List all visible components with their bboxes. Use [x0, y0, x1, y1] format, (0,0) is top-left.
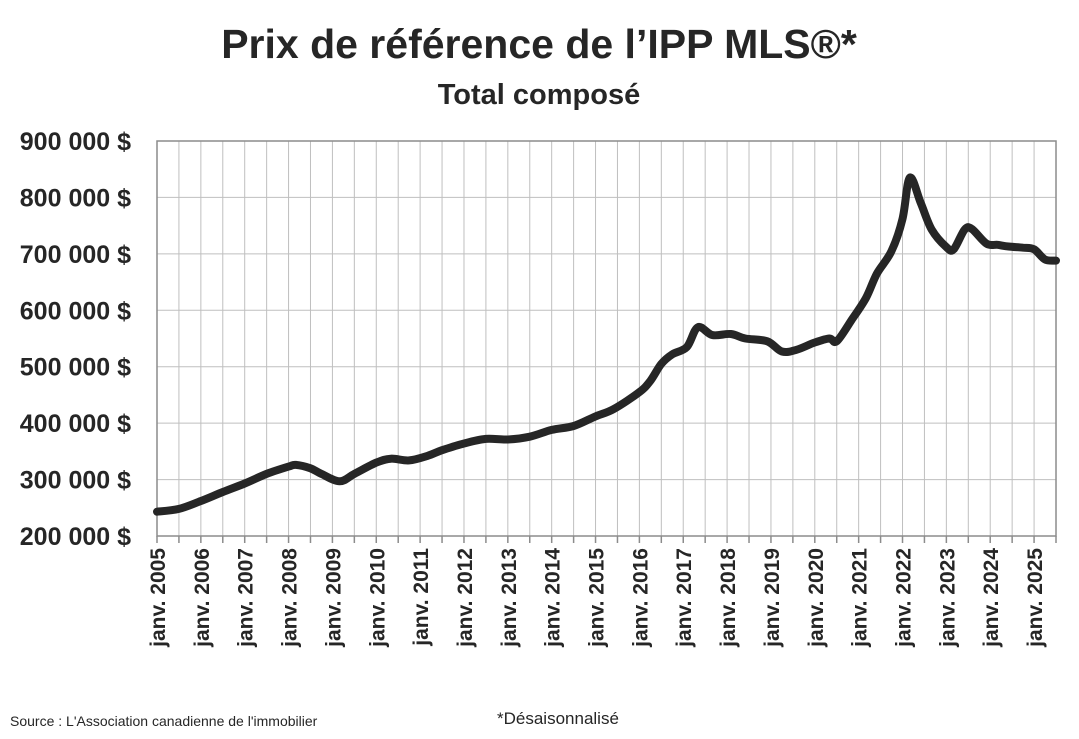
- x-tick-label: janv. 2012: [454, 548, 477, 648]
- x-tick-label: janv. 2008: [279, 548, 302, 648]
- x-tick-label: janv. 2011: [410, 548, 433, 647]
- chart-subtitle: Total composé: [438, 79, 641, 111]
- x-tick-label: janv. 2019: [761, 548, 784, 648]
- x-tick-label: janv. 2016: [629, 548, 652, 648]
- chart-title: Prix de référence de l’IPP MLS®*: [221, 21, 857, 67]
- y-tick-label: 200 000 $: [20, 523, 131, 551]
- x-tick-label: janv. 2021: [849, 548, 872, 648]
- x-tick-label: janv. 2009: [322, 548, 345, 648]
- footnote: *Désaisonnalisé: [497, 709, 619, 728]
- x-axis-labels: janv. 2005 janv. 2006 janv. 2007 janv. 2008…: [147, 548, 1047, 648]
- y-tick-label: 900 000 $: [20, 128, 131, 156]
- y-tick-label: 300 000 $: [20, 467, 131, 495]
- source-note: Source : L'Association canadienne de l'i…: [10, 713, 318, 729]
- x-tick-label: janv. 2005: [147, 548, 170, 648]
- x-tick-label: janv. 2024: [980, 548, 1003, 648]
- x-tick-label: janv. 2025: [1024, 548, 1047, 648]
- price-series-line: [153, 173, 1060, 516]
- y-axis-labels: 900 000 $ 800 000 $ 700 000 $ 600 000 $ 500 …: [20, 128, 131, 551]
- y-tick-label: 600 000 $: [20, 297, 131, 325]
- x-tick-label: janv. 2010: [366, 548, 389, 648]
- y-tick-label: 700 000 $: [20, 241, 131, 269]
- plot-area: [156, 140, 1057, 537]
- y-tick-label: 400 000 $: [20, 410, 131, 438]
- x-tick-label: janv. 2014: [542, 548, 565, 648]
- x-tick-label: janv. 2017: [673, 548, 696, 648]
- x-tick-label: janv. 2020: [805, 548, 828, 648]
- x-tick-label: janv. 2022: [893, 548, 916, 648]
- x-tick-label: janv. 2015: [586, 548, 609, 648]
- x-tick-label: janv. 2006: [191, 548, 214, 648]
- x-tick-label: janv. 2013: [498, 548, 521, 648]
- x-tick-label: janv. 2007: [235, 548, 258, 648]
- y-tick-label: 800 000 $: [20, 184, 131, 212]
- y-tick-label: 500 000 $: [20, 354, 131, 382]
- x-tick-label: janv. 2018: [717, 548, 740, 648]
- x-tick-label: janv. 2023: [936, 548, 959, 648]
